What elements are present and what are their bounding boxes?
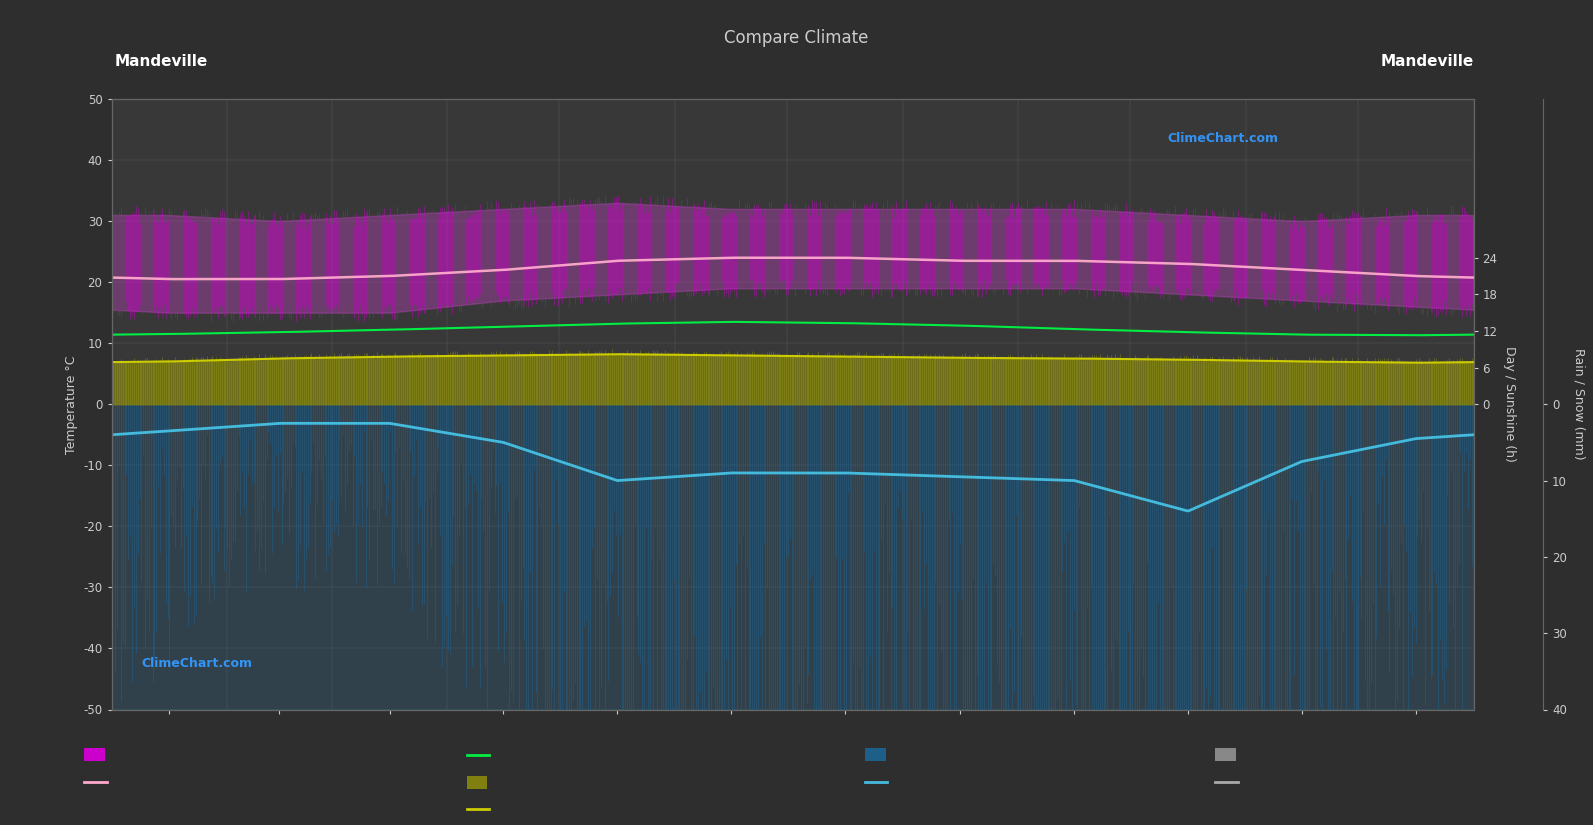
Text: —  Daylight per day: — Daylight per day bbox=[518, 750, 629, 760]
Text: —  Monthly average: — Monthly average bbox=[1266, 777, 1378, 787]
Y-axis label: Temperature °C: Temperature °C bbox=[65, 355, 78, 454]
Text: © ClimeChart.com: © ClimeChart.com bbox=[1448, 811, 1545, 821]
Text: Sunshine per day: Sunshine per day bbox=[518, 777, 615, 787]
Text: —  Monthly average: — Monthly average bbox=[135, 777, 247, 787]
Y-axis label: Rain / Snow (mm): Rain / Snow (mm) bbox=[1572, 348, 1585, 460]
Text: ClimeChart.com: ClimeChart.com bbox=[142, 657, 252, 670]
Text: Range min / max per day: Range min / max per day bbox=[135, 750, 277, 760]
Text: Mandeville: Mandeville bbox=[115, 54, 209, 68]
Text: Day / Sunshine (h): Day / Sunshine (h) bbox=[470, 730, 591, 743]
Text: —  Monthly average: — Monthly average bbox=[916, 777, 1027, 787]
Text: Mandeville: Mandeville bbox=[1380, 54, 1474, 68]
Text: Temperature °C: Temperature °C bbox=[88, 730, 191, 743]
Text: Compare Climate: Compare Climate bbox=[725, 29, 868, 47]
Text: Snow per day: Snow per day bbox=[1266, 750, 1343, 760]
Text: Rain (mm): Rain (mm) bbox=[868, 730, 937, 743]
Text: ClimeChart.com: ClimeChart.com bbox=[1168, 132, 1279, 144]
Y-axis label: Day / Sunshine (h): Day / Sunshine (h) bbox=[1504, 346, 1517, 462]
Text: —  Monthly average sunshine: — Monthly average sunshine bbox=[518, 804, 683, 814]
Text: Snow (mm): Snow (mm) bbox=[1219, 730, 1294, 743]
Text: Rain per day: Rain per day bbox=[916, 750, 986, 760]
